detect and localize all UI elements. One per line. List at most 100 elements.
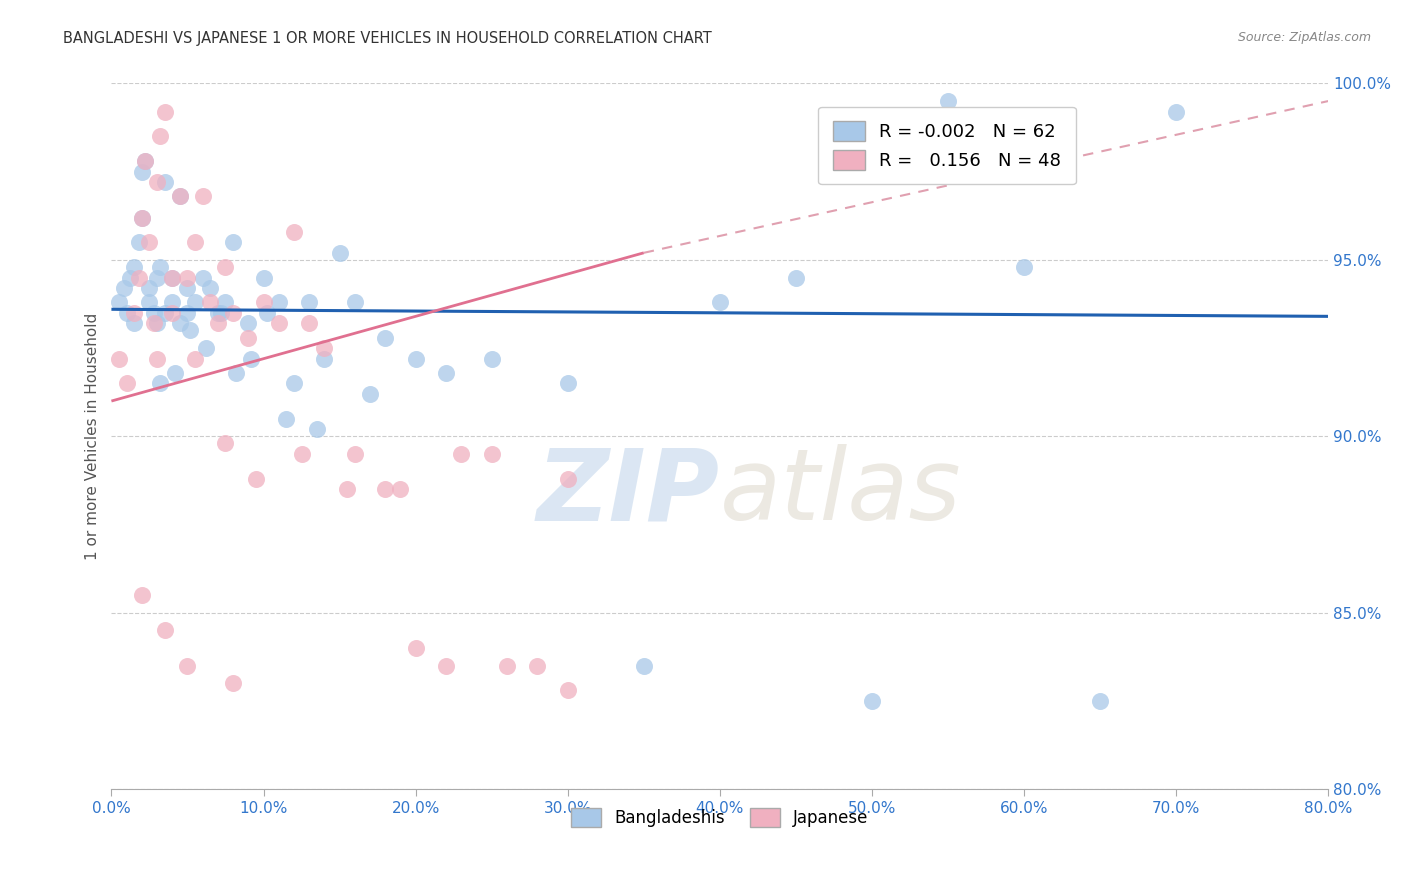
Point bbox=[146, 351, 169, 366]
Point bbox=[162, 306, 184, 320]
Point bbox=[214, 260, 236, 274]
Point bbox=[450, 447, 472, 461]
Point bbox=[108, 295, 131, 310]
Point bbox=[305, 422, 328, 436]
Point bbox=[131, 164, 153, 178]
Point bbox=[222, 306, 245, 320]
Point bbox=[153, 104, 176, 119]
Point bbox=[207, 317, 229, 331]
Point bbox=[359, 387, 381, 401]
Point bbox=[143, 317, 166, 331]
Point bbox=[225, 366, 247, 380]
Legend: Bangladeshis, Japanese: Bangladeshis, Japanese bbox=[564, 802, 876, 834]
Point bbox=[526, 658, 548, 673]
Point bbox=[240, 351, 263, 366]
Point bbox=[709, 295, 731, 310]
Point bbox=[200, 281, 222, 295]
Point bbox=[184, 235, 207, 250]
Point bbox=[633, 658, 655, 673]
Point bbox=[336, 483, 359, 497]
Point bbox=[207, 306, 229, 320]
Point bbox=[238, 330, 260, 344]
Point bbox=[860, 694, 883, 708]
Point bbox=[112, 281, 135, 295]
Point bbox=[214, 436, 236, 450]
Point bbox=[785, 270, 807, 285]
Point bbox=[176, 281, 198, 295]
Point bbox=[238, 317, 260, 331]
Point bbox=[169, 189, 191, 203]
Point bbox=[134, 154, 156, 169]
Point bbox=[128, 270, 150, 285]
Text: ZIP: ZIP bbox=[537, 444, 720, 541]
Point bbox=[343, 295, 366, 310]
Point bbox=[138, 295, 160, 310]
Point bbox=[131, 588, 153, 602]
Point bbox=[252, 295, 274, 310]
Point bbox=[200, 295, 222, 310]
Point bbox=[374, 483, 396, 497]
Point bbox=[405, 641, 427, 656]
Point bbox=[267, 317, 290, 331]
Point bbox=[191, 189, 214, 203]
Point bbox=[256, 306, 278, 320]
Point bbox=[131, 211, 153, 225]
Point bbox=[267, 295, 290, 310]
Y-axis label: 1 or more Vehicles in Household: 1 or more Vehicles in Household bbox=[86, 313, 100, 560]
Point bbox=[165, 366, 187, 380]
Point bbox=[162, 295, 184, 310]
Point bbox=[138, 281, 160, 295]
Point bbox=[149, 129, 172, 144]
Point bbox=[1164, 104, 1187, 119]
Point bbox=[153, 624, 176, 638]
Point bbox=[176, 270, 198, 285]
Point bbox=[149, 260, 172, 274]
Point bbox=[936, 94, 959, 108]
Point bbox=[314, 351, 336, 366]
Point bbox=[153, 175, 176, 189]
Point bbox=[222, 235, 245, 250]
Point bbox=[169, 317, 191, 331]
Point bbox=[314, 341, 336, 355]
Point bbox=[176, 306, 198, 320]
Point bbox=[118, 270, 141, 285]
Point bbox=[131, 211, 153, 225]
Point bbox=[115, 306, 138, 320]
Point bbox=[405, 351, 427, 366]
Point bbox=[162, 270, 184, 285]
Text: atlas: atlas bbox=[720, 444, 962, 541]
Point bbox=[434, 366, 457, 380]
Point bbox=[138, 235, 160, 250]
Point bbox=[179, 323, 201, 337]
Point bbox=[184, 351, 207, 366]
Point bbox=[162, 270, 184, 285]
Point bbox=[146, 317, 169, 331]
Point bbox=[374, 330, 396, 344]
Point bbox=[146, 175, 169, 189]
Point bbox=[434, 658, 457, 673]
Point bbox=[134, 154, 156, 169]
Point bbox=[122, 317, 145, 331]
Point bbox=[128, 235, 150, 250]
Point bbox=[557, 683, 579, 698]
Text: Source: ZipAtlas.com: Source: ZipAtlas.com bbox=[1237, 31, 1371, 45]
Point bbox=[557, 472, 579, 486]
Point bbox=[176, 658, 198, 673]
Point bbox=[146, 270, 169, 285]
Point bbox=[115, 376, 138, 391]
Text: BANGLADESHI VS JAPANESE 1 OR MORE VEHICLES IN HOUSEHOLD CORRELATION CHART: BANGLADESHI VS JAPANESE 1 OR MORE VEHICL… bbox=[63, 31, 711, 46]
Point bbox=[276, 411, 298, 425]
Point bbox=[153, 306, 176, 320]
Point bbox=[108, 351, 131, 366]
Point bbox=[169, 189, 191, 203]
Point bbox=[298, 317, 321, 331]
Point bbox=[149, 376, 172, 391]
Point bbox=[1012, 260, 1035, 274]
Point bbox=[389, 483, 412, 497]
Point bbox=[252, 270, 274, 285]
Point bbox=[481, 447, 503, 461]
Point bbox=[283, 225, 305, 239]
Point bbox=[194, 341, 217, 355]
Point bbox=[122, 260, 145, 274]
Point bbox=[209, 306, 232, 320]
